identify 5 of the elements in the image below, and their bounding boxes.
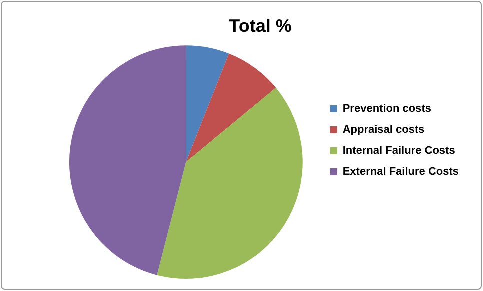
legend-label: Internal Failure Costs	[342, 145, 456, 158]
legend-label: External Failure Costs	[342, 166, 460, 178]
legend-label: Appraisal costs	[342, 124, 425, 136]
chart-title: Total %	[229, 16, 292, 36]
legend-label: Prevention costs	[342, 103, 432, 116]
